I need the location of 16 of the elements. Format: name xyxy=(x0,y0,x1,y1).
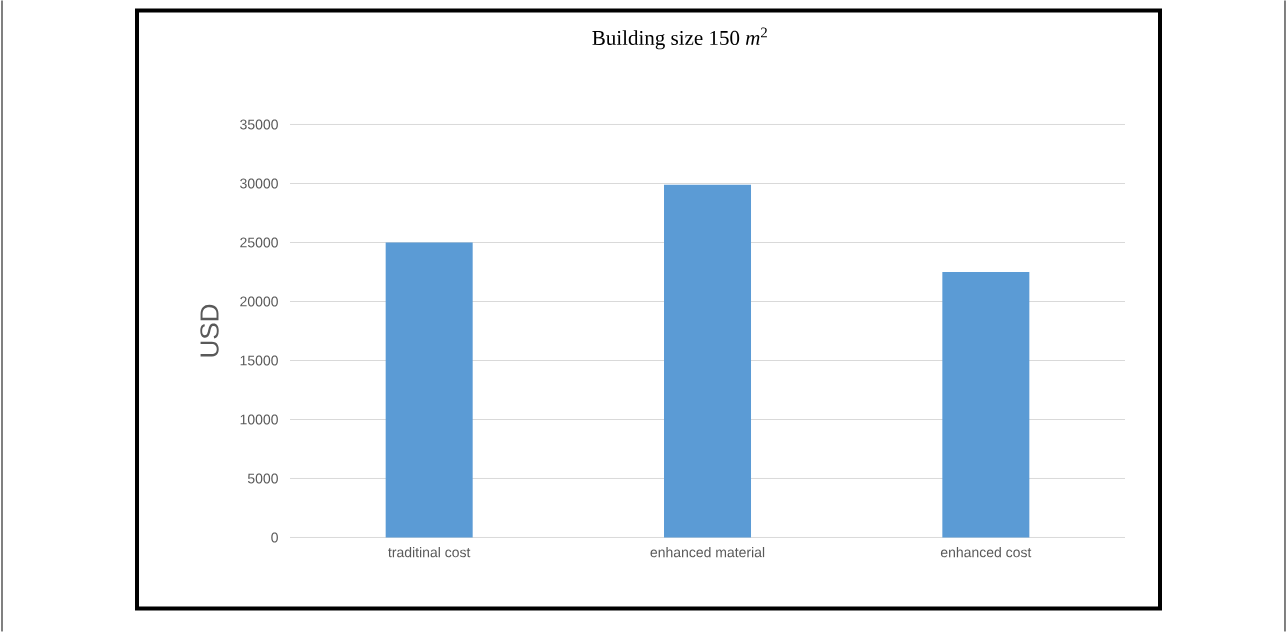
x-tick-label: traditinal cost xyxy=(388,547,471,558)
y-tick-label: 30000 xyxy=(240,178,278,189)
bar xyxy=(385,242,473,538)
y-tick-label: 20000 xyxy=(240,296,278,307)
x-tick-label: enhanced cost xyxy=(940,547,1032,558)
x-tick-label: enhanced material xyxy=(650,547,765,558)
y-tick-label: 0 xyxy=(271,532,278,543)
bar xyxy=(664,184,752,538)
bar xyxy=(942,271,1030,538)
y-tick-label: 10000 xyxy=(240,414,278,425)
y-tick-label: 35000 xyxy=(240,119,278,130)
chart-title: Building size 150 m$^{2}$ xyxy=(592,27,767,50)
y-tick-label: 5000 xyxy=(247,473,278,484)
y-tick-label: 25000 xyxy=(240,237,278,248)
y-tick-label: 15000 xyxy=(240,355,278,366)
y-axis-title: USD xyxy=(200,304,219,357)
